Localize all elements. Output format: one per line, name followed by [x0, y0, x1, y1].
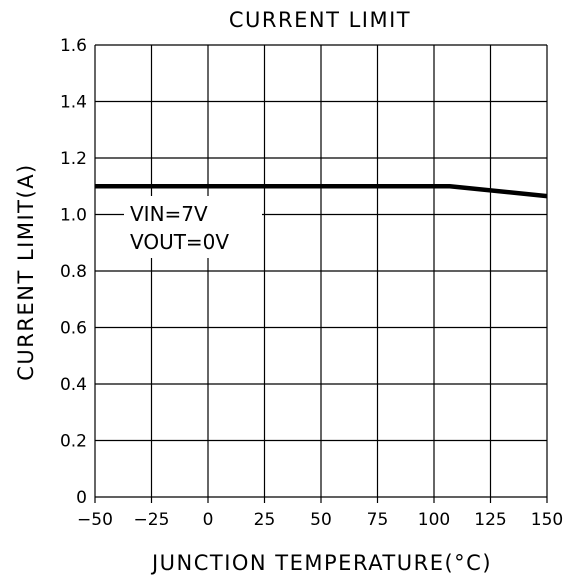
y-tick-label: 0.6 — [60, 319, 87, 339]
x-tick-label: 100 — [418, 510, 450, 530]
y-tick-label: 0.2 — [60, 432, 87, 452]
grid — [94, 44, 548, 503]
y-tick-label: 0.8 — [60, 262, 87, 282]
x-tick-label: 125 — [474, 510, 506, 530]
y-tick-label: 1.2 — [60, 149, 87, 169]
x-tick-label: 0 — [203, 510, 214, 530]
annotation-background — [124, 196, 262, 258]
x-tick-label: −50 — [77, 510, 113, 530]
x-tick-label: −25 — [134, 510, 170, 530]
y-tick-label: 0 — [76, 488, 87, 508]
y-tick-label: 1.4 — [60, 93, 87, 113]
y-tick-label: 1.0 — [60, 206, 87, 226]
y-tick-label: 1.6 — [60, 36, 87, 56]
x-tick-label: 150 — [531, 510, 563, 530]
x-tick-label: 75 — [367, 510, 389, 530]
series-layer — [95, 184, 548, 199]
y-axis-title: CURRENT LIMIT(A) — [14, 163, 38, 380]
y-tick-label: 0.4 — [60, 375, 87, 395]
annotation-layer: VIN=7V VOUT=0V — [124, 196, 262, 258]
x-tick-label: 50 — [310, 510, 332, 530]
tick-label-layer: −50 −25 0 25 50 75 100 125 150 0 0.2 0.4 0.6 0.8 1.0 1.… — [60, 36, 563, 530]
current-limit-series-line — [95, 184, 548, 199]
condition-annotation: VIN=7V — [130, 202, 208, 226]
chart-title: CURRENT LIMIT — [229, 8, 411, 32]
condition-annotation: VOUT=0V — [130, 230, 229, 254]
x-tick-label: 25 — [254, 510, 276, 530]
x-axis-title: JUNCTION TEMPERATURE(°C) — [150, 551, 492, 575]
